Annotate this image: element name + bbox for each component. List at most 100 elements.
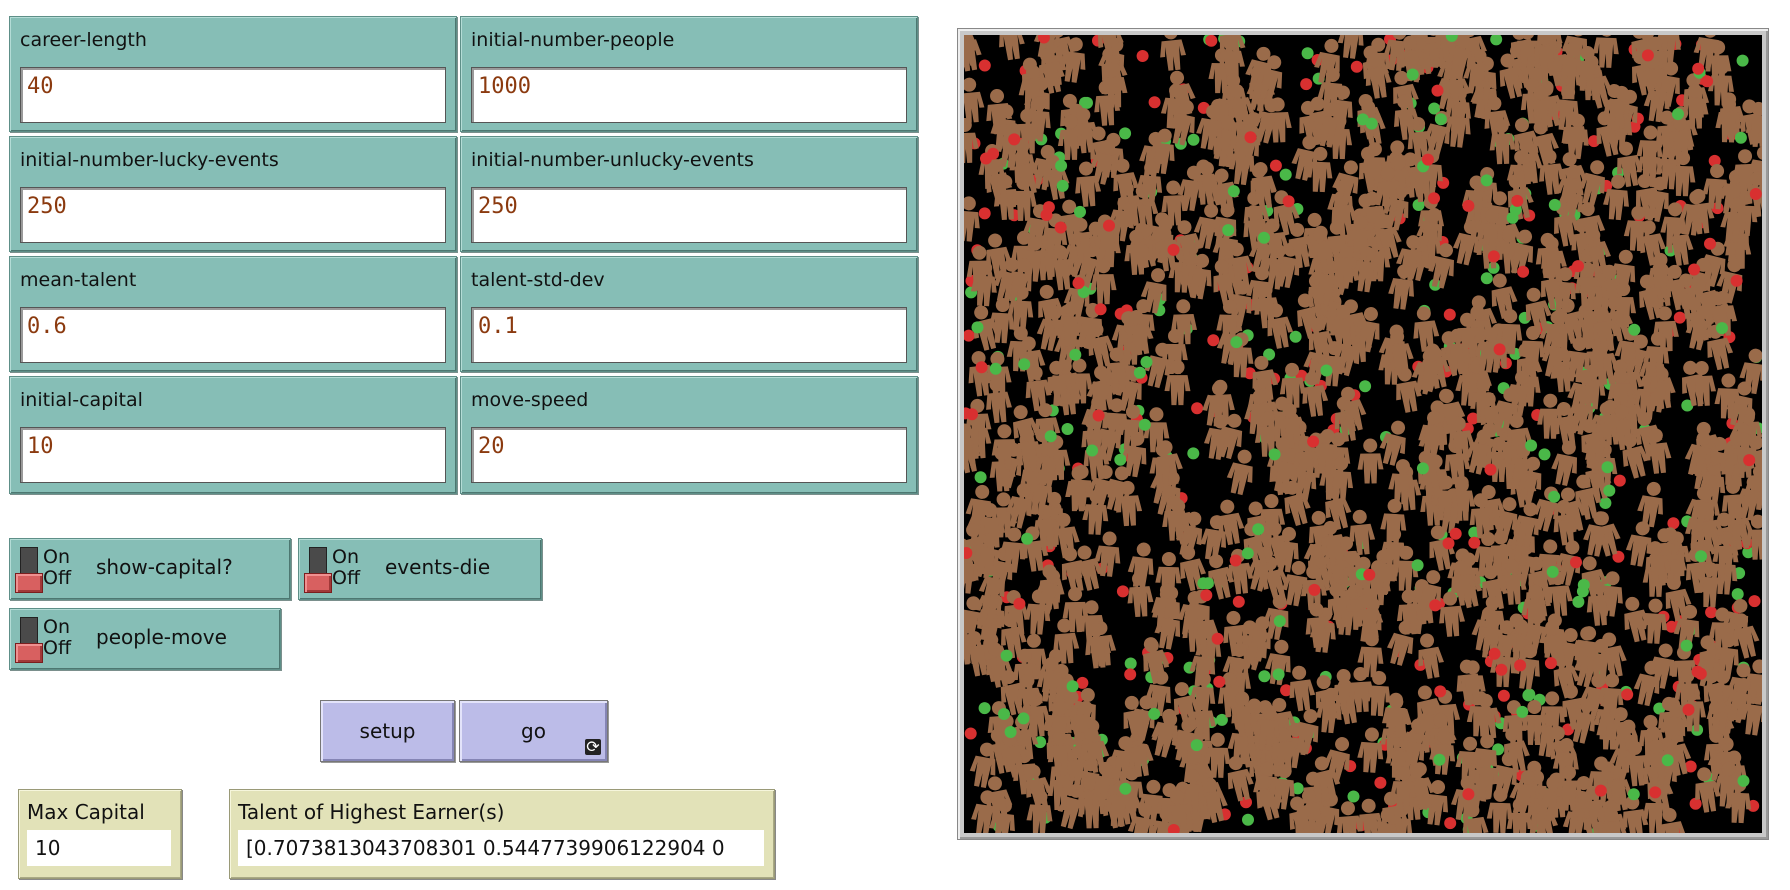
talent-std-dev-field[interactable]: 0.1: [471, 307, 907, 363]
unlucky-event: [1487, 250, 1500, 263]
lucky-event: [1258, 670, 1271, 683]
unlucky-event: [1691, 665, 1704, 678]
lucky-event: [989, 362, 1002, 375]
unlucky-event: [1692, 62, 1705, 75]
unlucky-event: [1431, 84, 1444, 97]
lucky-event: [1044, 430, 1057, 443]
unlucky-event: [1207, 334, 1220, 347]
unlucky-event: [1429, 599, 1442, 612]
lucky-event: [1055, 159, 1068, 172]
lucky-event: [1347, 790, 1360, 803]
person: [994, 35, 1027, 62]
career-length-field[interactable]: 40: [20, 67, 446, 123]
unlucky-event: [1493, 343, 1506, 356]
unlucky-event: [1665, 620, 1678, 633]
lucky-event: [1273, 615, 1286, 628]
unlucky-event: [975, 361, 988, 374]
unlucky-event: [1682, 703, 1695, 716]
switch-on-label: On: [332, 546, 359, 568]
people-move-switch[interactable]: On Off people-move: [9, 608, 281, 670]
unlucky-event: [1748, 595, 1761, 608]
initial-number-unlucky-events-field[interactable]: 250: [471, 187, 907, 243]
person: [1356, 726, 1386, 774]
switch-knob[interactable]: [15, 643, 43, 663]
mean-talent-field[interactable]: 0.6: [20, 307, 446, 363]
lucky-event: [1716, 322, 1728, 335]
unlucky-event: [1232, 595, 1245, 608]
initial-capital-field[interactable]: 10: [20, 427, 446, 483]
unlucky-event: [1167, 824, 1180, 833]
world-view[interactable]: [964, 35, 1762, 833]
unlucky-event: [1704, 237, 1716, 250]
lucky-event: [1086, 444, 1099, 457]
career-length-label: career-length: [20, 29, 147, 51]
lucky-event: [1680, 639, 1693, 652]
mean-talent-label: mean-talent: [20, 269, 137, 291]
unlucky-event: [978, 207, 991, 220]
unlucky-event: [966, 408, 978, 421]
unlucky-event: [1562, 723, 1574, 736]
unlucky-event: [1701, 75, 1714, 88]
unlucky-event: [964, 727, 977, 740]
unlucky-event: [1054, 221, 1067, 234]
unlucky-event: [1167, 243, 1180, 256]
show-capital-label: show-capital?: [96, 555, 233, 579]
lucky-event: [1538, 448, 1551, 461]
unlucky-event: [1363, 568, 1376, 581]
initial-number-people-input[interactable]: initial-number-people 1000: [460, 16, 918, 132]
unlucky-event: [1649, 786, 1662, 799]
lucky-event: [1523, 688, 1536, 701]
go-button[interactable]: go ⟳: [459, 700, 608, 762]
show-capital-switch[interactable]: On Off show-capital?: [9, 538, 291, 600]
talent-std-dev-input[interactable]: talent-std-dev 0.1: [460, 256, 918, 372]
talent-highest-earner-monitor: Talent of Highest Earner(s) [0.707381304…: [229, 789, 775, 879]
move-speed-input[interactable]: move-speed 20: [460, 376, 918, 494]
initial-number-lucky-events-input[interactable]: initial-number-lucky-events 250: [9, 136, 457, 252]
initial-number-unlucky-events-label: initial-number-unlucky-events: [471, 149, 754, 171]
talent-std-dev-label: talent-std-dev: [471, 269, 605, 291]
lucky-event: [1018, 358, 1031, 371]
unlucky-event: [1213, 675, 1226, 688]
unlucky-event: [1374, 776, 1387, 789]
unlucky-event: [1443, 308, 1456, 321]
initial-number-people-field[interactable]: 1000: [471, 67, 907, 123]
switch-knob[interactable]: [15, 573, 43, 593]
lucky-event: [1480, 174, 1493, 187]
lucky-event: [1190, 739, 1203, 752]
initial-number-lucky-events-field[interactable]: 250: [20, 187, 446, 243]
lucky-event: [1066, 680, 1079, 693]
unlucky-event: [1244, 131, 1257, 144]
unlucky-event: [964, 547, 973, 559]
lucky-event: [1301, 47, 1314, 60]
unlucky-event: [1497, 689, 1510, 702]
events-die-switch[interactable]: On Off events-die: [298, 538, 542, 600]
unlucky-event: [1229, 554, 1242, 567]
lucky-event: [1140, 356, 1153, 368]
switch-off-label: Off: [332, 567, 361, 589]
move-speed-field[interactable]: 20: [471, 427, 907, 483]
lucky-event: [1272, 668, 1285, 681]
lucky-event: [1695, 550, 1707, 563]
lucky-event: [1263, 348, 1276, 361]
career-length-input[interactable]: career-length 40: [9, 16, 457, 132]
unlucky-event: [987, 147, 1000, 160]
unlucky-event: [1444, 817, 1457, 830]
initial-number-unlucky-events-input[interactable]: initial-number-unlucky-events 250: [460, 136, 918, 252]
mean-talent-input[interactable]: mean-talent 0.6: [9, 256, 457, 372]
initial-capital-input[interactable]: initial-capital 10: [9, 376, 457, 494]
lucky-event: [1356, 113, 1369, 126]
lucky-event: [974, 471, 987, 484]
unlucky-event: [1092, 409, 1105, 422]
person: [1157, 35, 1188, 72]
unlucky-event: [1673, 311, 1686, 324]
lucky-event: [1428, 102, 1441, 115]
lucky-event: [1291, 782, 1304, 795]
unlucky-event: [1449, 527, 1462, 540]
setup-button[interactable]: setup: [320, 700, 455, 762]
unlucky-event: [1462, 788, 1475, 801]
lucky-event: [1548, 490, 1561, 503]
switch-knob[interactable]: [304, 573, 332, 593]
unlucky-event: [1467, 412, 1479, 425]
unlucky-event: [1708, 154, 1721, 167]
unlucky-event: [1462, 199, 1475, 212]
